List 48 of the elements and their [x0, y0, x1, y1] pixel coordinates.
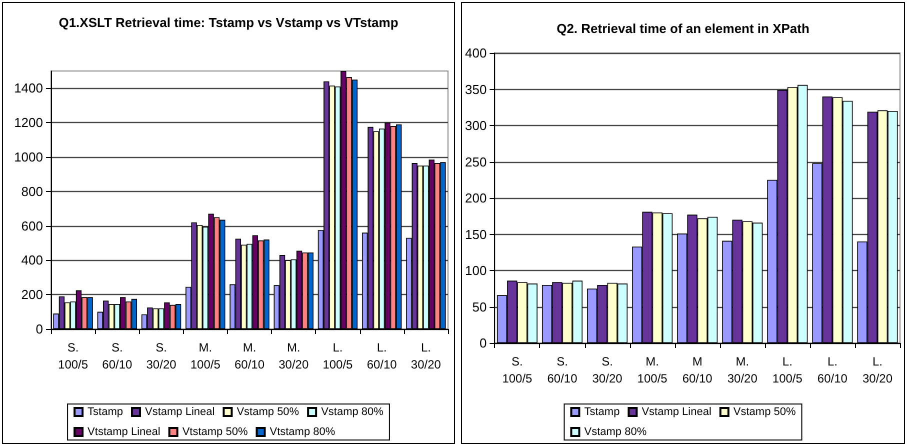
legend-label: Tstamp	[88, 406, 124, 418]
y-tick-label: 1200	[14, 115, 43, 130]
x-tick-label: M. 100/5	[190, 340, 221, 372]
legend-label: Vstamp Lineal	[642, 406, 712, 418]
legend-label: Vstamp Lineal	[145, 406, 215, 418]
y-tick-label: 200	[21, 287, 43, 302]
x-tick-label: L. 60/10	[817, 354, 848, 386]
x-tick-label: L. 30/20	[862, 354, 893, 386]
x-tick-label: L. 100/5	[772, 354, 803, 386]
y-tick-label: 0	[479, 336, 487, 350]
x-tick-label: M. 100/5	[637, 354, 668, 386]
legend-label: Vstamp 50%	[733, 406, 796, 418]
y-tick-label: 800	[21, 184, 43, 199]
x-tick-label: S. 100/5	[58, 340, 88, 372]
legend-label: Tstamp	[584, 406, 620, 418]
y-tick-label: 250	[464, 154, 487, 170]
legend-label: Vstamp 80%	[321, 406, 384, 418]
x-tick-label: L. 30/20	[410, 340, 442, 372]
legend-label: Vtstamp 50%	[182, 426, 248, 438]
y-tick-label: 600	[21, 218, 43, 234]
legend-label: Vstamp 50%	[236, 406, 300, 418]
chart-title: Q1.XSLT Retrieval time: Tstamp vs Vstamp vs VTstamp	[58, 15, 398, 30]
y-tick-label: 350	[464, 82, 487, 97]
y-tick-label: 1400	[14, 80, 43, 96]
y-tick-label: 100	[464, 263, 487, 278]
chart-title: Q2. Retrieval time of an element in XPath	[556, 21, 810, 36]
x-tick-label: S. 30/20	[146, 340, 177, 372]
x-tick-label: S. 60/10	[102, 340, 133, 372]
legend-label: Vstamp 80%	[584, 426, 647, 438]
y-tick-label: 400	[21, 252, 43, 268]
x-tick-label: M. 30/20	[278, 340, 309, 372]
y-tick-label: 200	[464, 190, 487, 206]
legend-label: Vtstamp Lineal	[88, 426, 160, 438]
y-tick-label: 400	[464, 46, 487, 60]
x-tick-label: M. 30/20	[727, 354, 758, 386]
x-tick-label: M 60/10	[682, 354, 713, 386]
y-tick-label: 0	[36, 322, 43, 336]
x-tick-label: S. 100/5	[502, 354, 533, 386]
x-tick-label: L. 100/5	[322, 340, 354, 372]
y-tick-label: 50	[472, 299, 487, 314]
y-tick-label: 300	[464, 118, 487, 133]
y-tick-label: 150	[464, 226, 487, 242]
y-tick-label: 1000	[14, 150, 43, 164]
x-tick-label: M. 60/10	[234, 340, 265, 372]
x-tick-label: S. 60/10	[547, 354, 578, 386]
x-tick-label: L. 60/10	[366, 340, 398, 372]
legend-label: Vtstamp 80%	[270, 426, 336, 438]
x-tick-label: S. 30/20	[592, 354, 623, 386]
